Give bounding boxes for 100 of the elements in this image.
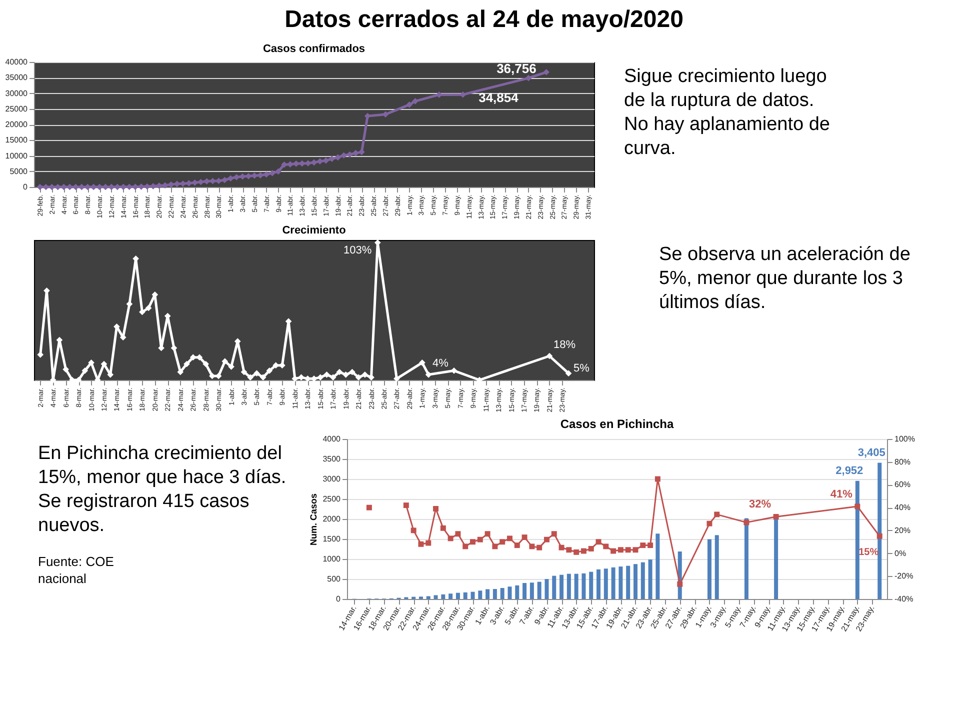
bar — [515, 585, 520, 599]
y-tick-label: 3000 — [322, 474, 342, 484]
bar — [456, 592, 460, 599]
point — [714, 512, 720, 518]
text: En Pichincha crecimiento del — [38, 443, 282, 464]
bar — [611, 567, 616, 599]
point — [640, 542, 646, 548]
point — [403, 502, 409, 508]
y-tick-label: 0 — [336, 594, 342, 604]
data-label: 41% — [830, 488, 853, 500]
point — [426, 540, 432, 546]
y2-tick-label: 60% — [894, 480, 911, 490]
point — [744, 520, 750, 526]
text: 5%, menor que durante los 3 — [659, 268, 903, 289]
bar — [648, 560, 652, 599]
y-tick-label: 40000 — [5, 58, 28, 66]
point — [440, 525, 446, 531]
bar — [470, 592, 475, 599]
point — [603, 544, 609, 550]
point — [448, 536, 454, 542]
bar — [707, 539, 712, 599]
point — [574, 549, 580, 555]
y2-tick-label: 20% — [894, 526, 911, 535]
point — [632, 547, 638, 553]
data-label: 32% — [749, 498, 772, 511]
bar — [478, 590, 482, 599]
y2-tick-label: -40% — [894, 594, 914, 604]
source-note: Fuente: COE — [38, 554, 114, 569]
bar — [552, 576, 556, 599]
bar — [604, 568, 608, 599]
point — [418, 541, 424, 547]
point — [854, 504, 860, 510]
bar — [560, 574, 564, 599]
point — [648, 542, 654, 548]
point — [433, 506, 439, 512]
point — [366, 504, 372, 510]
bar — [508, 586, 512, 599]
point — [410, 528, 416, 534]
y-tick-label: 15000 — [5, 136, 28, 145]
bar — [774, 518, 778, 599]
point — [522, 534, 528, 540]
bar — [434, 595, 438, 599]
chart-title: Casos confirmados — [262, 43, 366, 55]
bar — [714, 535, 719, 599]
bar — [537, 582, 542, 599]
data-label: 5% — [574, 362, 590, 374]
text: Sigue crecimiento luego — [624, 66, 827, 87]
bar — [582, 573, 586, 599]
point — [706, 520, 712, 526]
bar — [441, 594, 446, 599]
point — [470, 539, 476, 545]
text: curva. — [624, 138, 676, 159]
point — [610, 548, 616, 554]
point — [618, 547, 624, 553]
annotation: 36,756 — [496, 61, 536, 76]
bar — [596, 569, 601, 599]
point — [492, 544, 498, 550]
chart-title: Crecimiento — [282, 224, 346, 237]
point — [566, 547, 572, 553]
chart-title: Casos en Pichincha — [560, 417, 674, 431]
bar — [426, 596, 430, 599]
point — [500, 539, 506, 545]
y-tick-label: 30000 — [5, 88, 28, 98]
bar — [640, 562, 645, 599]
y2-tick-label: 40% — [894, 503, 911, 512]
bar — [744, 518, 748, 599]
text: Se registraron 415 casos — [38, 491, 250, 512]
text: Se observa un aceleración de — [659, 244, 910, 265]
bar — [589, 572, 594, 599]
point — [551, 531, 557, 537]
bar — [878, 462, 882, 599]
text: de la ruptura de datos. — [624, 90, 814, 111]
y2-tick-label: 80% — [894, 457, 911, 466]
point — [529, 544, 535, 550]
point — [876, 533, 882, 539]
y-tick-label: 3500 — [322, 454, 342, 464]
y-tick-label: 1000 — [322, 554, 342, 564]
bar — [544, 579, 549, 599]
point — [536, 544, 542, 550]
bar — [463, 592, 468, 599]
y-axis-title: Num. Casos — [308, 493, 319, 546]
point — [773, 514, 779, 520]
bar — [855, 480, 860, 599]
bar — [492, 589, 497, 599]
bar — [618, 566, 623, 599]
point — [580, 548, 586, 554]
data-label: 3,405 — [858, 446, 886, 459]
data-label: 4% — [432, 358, 449, 370]
y-tick-label: 2000 — [322, 514, 342, 524]
data-label: 2,952 — [836, 464, 864, 477]
annotation: 34,854 — [478, 90, 520, 106]
point — [455, 531, 461, 537]
bar — [566, 574, 571, 599]
bar — [626, 566, 630, 599]
point — [558, 544, 564, 550]
point — [625, 547, 631, 553]
point — [484, 531, 490, 537]
text: Datos cerrados al 24 de mayo/2020 — [284, 6, 684, 33]
point — [588, 546, 594, 552]
y2-tick-label: -20% — [894, 572, 914, 581]
